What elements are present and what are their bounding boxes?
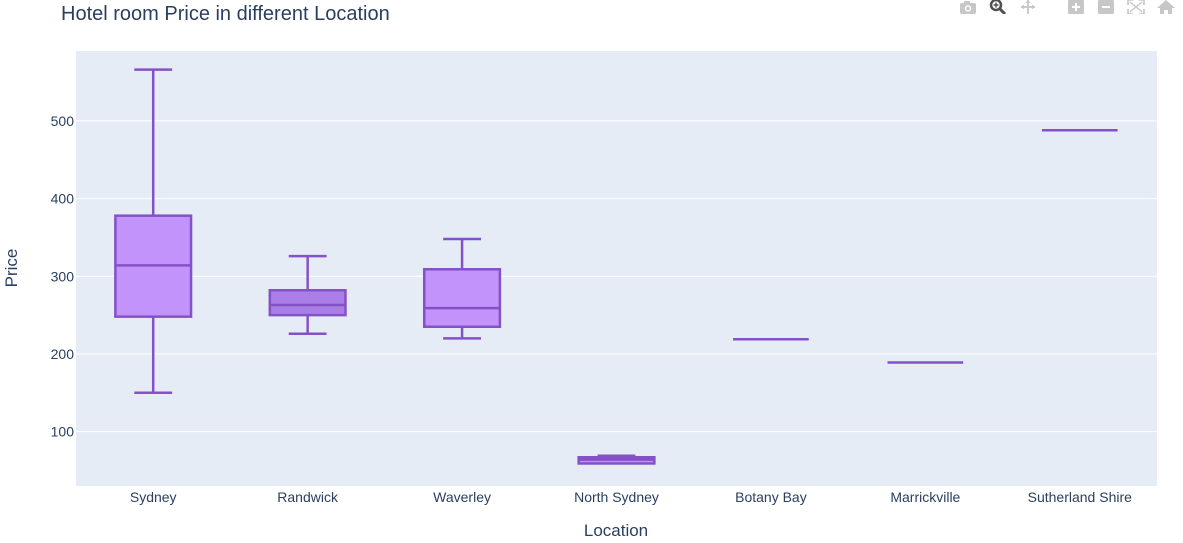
iqr-box [422, 268, 502, 329]
modebar-group-gap [1049, 0, 1055, 16]
x-axis-title: Location [584, 521, 648, 540]
y-tick-label: 300 [51, 268, 75, 284]
x-tick-labels: Sydney Randwick Waverley North Sydney Botany… [130, 489, 1132, 505]
x-tick-label: Sydney [130, 489, 177, 505]
x-tick-label: Randwick [277, 489, 339, 505]
box-sydney [114, 68, 193, 395]
zoom-out-icon[interactable] [1097, 0, 1115, 16]
y-axis-title: Price [2, 249, 21, 288]
gridlines [76, 120, 1157, 433]
pan-icon[interactable] [1019, 0, 1037, 16]
iqr-box [268, 289, 347, 317]
y-tick-label: 200 [51, 346, 75, 362]
y-tick-label: 100 [51, 424, 75, 440]
boxes [114, 68, 1118, 465]
y-tick-label: 400 [51, 191, 75, 207]
modebar-toolbar [959, 0, 1175, 16]
plot-area[interactable] [76, 51, 1157, 486]
box-waverley [422, 237, 502, 340]
y-tick-label: 500 [51, 113, 75, 129]
y-tick-labels: 100 200 300 400 500 [51, 113, 75, 440]
x-tick-label: Sutherland Shire [1028, 489, 1133, 505]
box-north-sydney [577, 454, 656, 465]
box-randwick [268, 254, 347, 335]
x-tick-label: North Sydney [574, 489, 659, 505]
autoscale-icon[interactable] [1127, 0, 1145, 16]
home-icon[interactable] [1157, 0, 1175, 16]
x-tick-label: Botany Bay [735, 489, 807, 505]
camera-icon[interactable] [959, 0, 977, 16]
zoom-in-icon[interactable] [1067, 0, 1085, 16]
chart-title: Hotel room Price in different Location [61, 3, 390, 25]
x-tick-label: Marrickville [890, 489, 960, 505]
x-tick-label: Waverley [433, 489, 491, 505]
zoom-icon[interactable] [989, 0, 1007, 16]
